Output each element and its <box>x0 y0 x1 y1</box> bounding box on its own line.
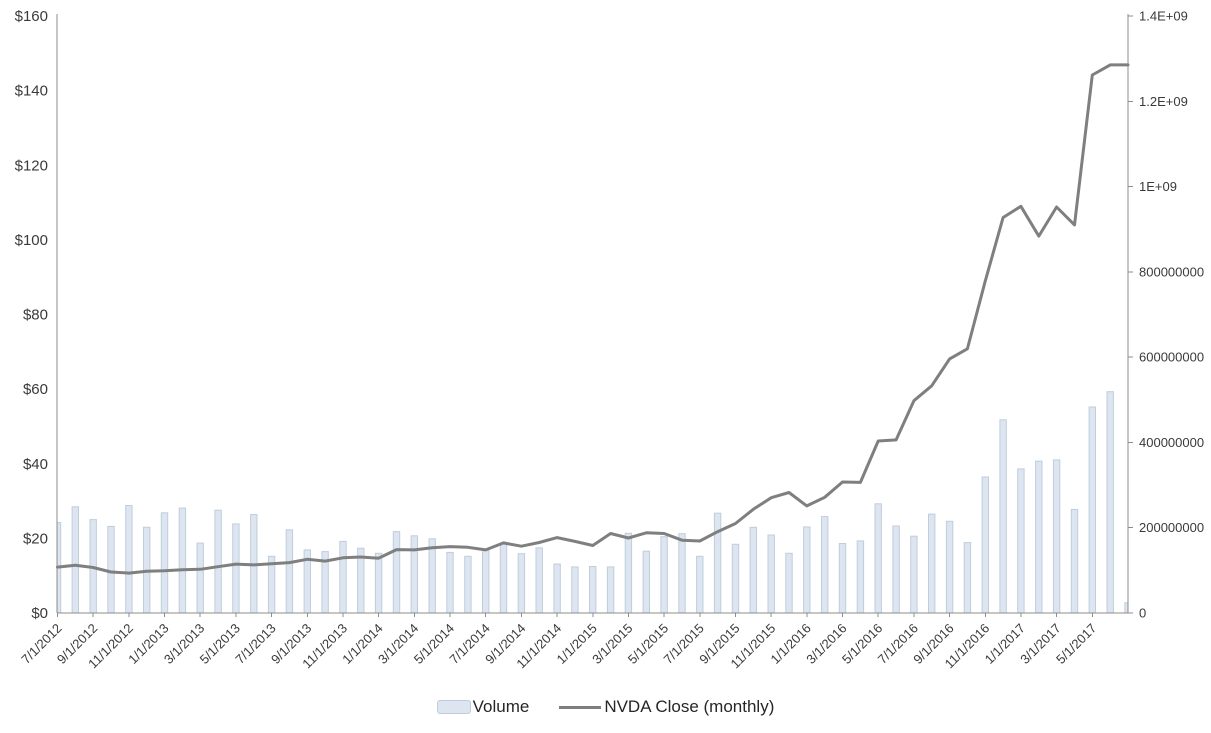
volume-bar <box>392 531 401 613</box>
volume-bar <box>589 566 597 613</box>
volume-bar <box>606 566 615 613</box>
close-line-series <box>56 63 1130 575</box>
legend-item-close: NVDA Close (monthly) <box>559 697 774 717</box>
left-axis-tick-label: $100 <box>15 232 48 249</box>
volume-bar <box>785 552 793 613</box>
volume-bar <box>1088 406 1096 613</box>
right-axis-tick-label: 1.2E+09 <box>1139 94 1188 109</box>
volume-bar <box>910 535 918 613</box>
volume-bar <box>464 555 472 613</box>
volume-bar <box>1070 508 1079 613</box>
volume-bar <box>196 542 204 613</box>
volume-bar <box>678 533 686 613</box>
volume-bar <box>767 534 775 613</box>
volume-bar <box>1052 459 1061 613</box>
volume-bar <box>642 550 650 613</box>
volume-bar <box>107 525 115 613</box>
left-axis-tick-label: $160 <box>15 8 48 25</box>
right-axis-tick-label: 200000000 <box>1139 520 1204 535</box>
right-axis-labels: 0 200000000 400000000 600000000 800000000 1E+… <box>1139 9 1204 621</box>
volume-bar <box>660 536 668 613</box>
left-axis-tick-label: $120 <box>15 157 48 174</box>
left-axis-tick-label: $60 <box>23 381 48 398</box>
close-line-path <box>56 63 1130 575</box>
right-axis-tick-label: 1.4E+09 <box>1139 9 1188 24</box>
volume-bar <box>1035 460 1043 613</box>
volume-bar <box>71 506 79 613</box>
volume-bar <box>374 552 383 613</box>
volume-bar <box>1017 468 1025 613</box>
right-axis-tick-label: 1E+09 <box>1139 179 1177 194</box>
volume-bar <box>482 549 490 613</box>
volume-bar <box>856 540 865 613</box>
volume-bar <box>232 523 240 613</box>
right-axis-tick-label: 800000000 <box>1139 264 1204 279</box>
right-axis-tick-label: 0 <box>1139 606 1146 621</box>
volume-bar <box>553 563 561 613</box>
volume-bar <box>125 505 133 613</box>
volume-bar <box>999 419 1007 613</box>
volume-bar <box>1124 602 1128 613</box>
volume-bar <box>892 525 900 613</box>
volume-bar <box>821 516 829 613</box>
volume-bar <box>178 507 187 613</box>
volume-bar <box>446 551 454 613</box>
volume-bar <box>517 553 526 613</box>
volume-bar <box>624 532 633 613</box>
volume-bar <box>499 543 508 613</box>
x-axis-labels: 7/1/20129/1/201211/1/20121/1/20133/1/201… <box>18 621 1099 672</box>
volume-bar <box>1106 391 1114 613</box>
close-legend-label: NVDA Close (monthly) <box>604 697 775 716</box>
left-axis-tick-label: $0 <box>31 605 48 622</box>
volume-bar <box>428 538 436 613</box>
volume-bar <box>339 540 347 613</box>
legend-item-volume: Volume <box>436 697 530 717</box>
volume-bar <box>981 476 989 613</box>
left-axis-tick-label: $140 <box>15 83 48 100</box>
volume-bar <box>571 566 579 613</box>
volume-bar <box>285 529 294 613</box>
volume-bar <box>160 512 169 613</box>
volume-bar <box>410 535 419 613</box>
volume-bar <box>749 526 757 613</box>
volume-bar <box>803 526 811 613</box>
volume-bar <box>303 549 312 613</box>
volume-bar <box>696 555 704 613</box>
volume-bar <box>838 543 847 613</box>
left-axis-labels: $0 $20 $40 $60 $80 $100 $120 $140 $160 <box>15 8 48 622</box>
volume-bars-series <box>57 391 1128 613</box>
left-axis-tick-label: $80 <box>23 307 48 324</box>
volume-bar <box>928 513 936 613</box>
left-axis-tick-label: $40 <box>23 456 48 473</box>
volume-bar <box>963 542 972 613</box>
volume-bar <box>945 520 954 613</box>
close-legend-line-icon <box>559 705 602 709</box>
volume-bar <box>731 543 740 613</box>
volume-bar <box>535 547 543 613</box>
chart-legend: Volume NVDA Close (monthly) <box>0 692 1211 722</box>
right-axis-tick-label: 600000000 <box>1139 350 1204 365</box>
left-axis-tick-label: $20 <box>23 530 48 547</box>
volume-legend-label: Volume <box>472 697 530 716</box>
volume-bar <box>713 512 722 613</box>
volume-bar <box>357 547 365 613</box>
volume-legend-swatch-icon <box>436 700 471 714</box>
right-axis-tick-label: 400000000 <box>1139 435 1204 450</box>
axis-lines <box>56 14 1133 617</box>
volume-bar <box>214 509 222 613</box>
volume-bar <box>874 503 882 613</box>
